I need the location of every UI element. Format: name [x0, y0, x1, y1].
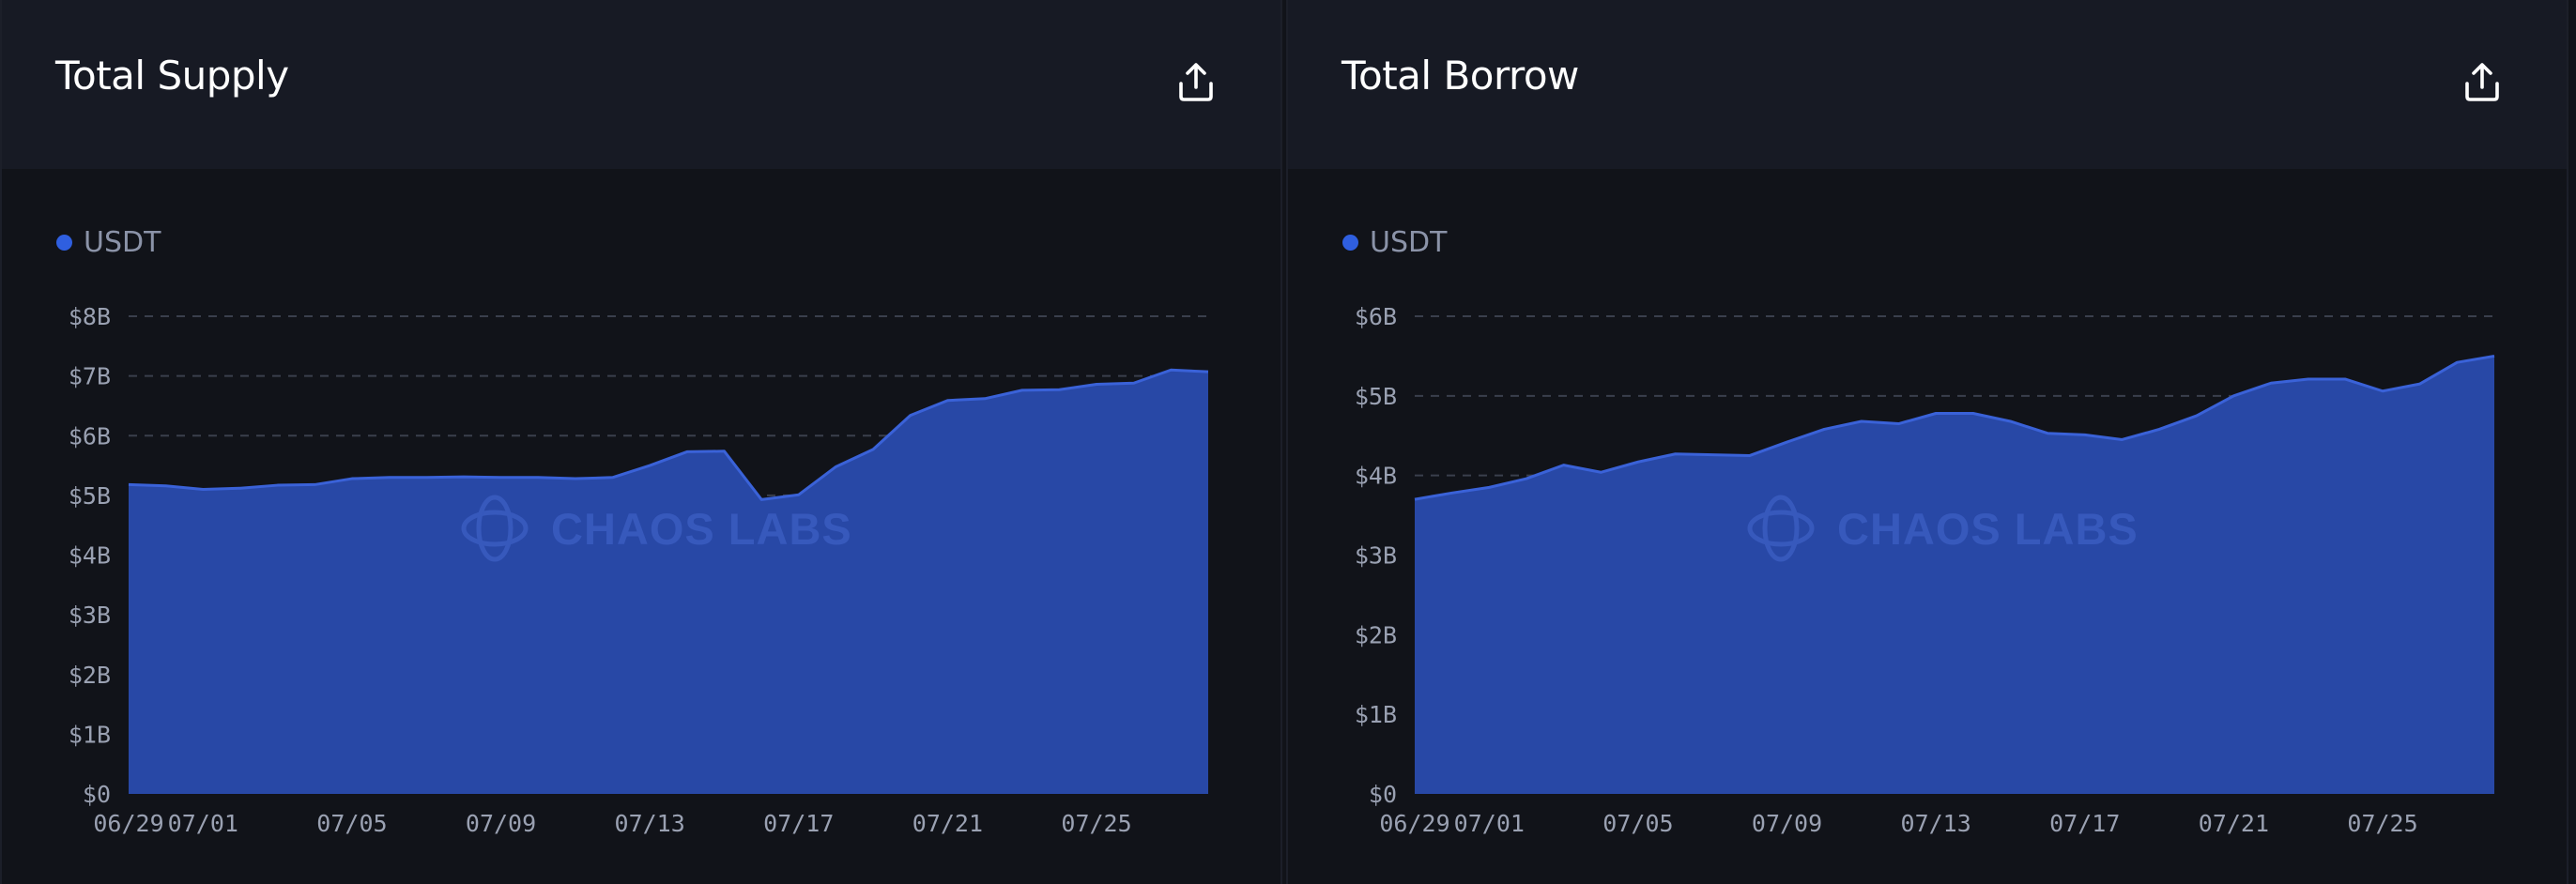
legend-dot — [56, 234, 72, 251]
x-tick-label: 07/17 — [763, 810, 834, 837]
panel-header: Total Borrow — [1288, 0, 2567, 169]
series-line — [1414, 354, 2495, 501]
panel-title: Total Supply — [55, 53, 289, 99]
x-tick-label: 07/09 — [1752, 810, 1822, 837]
area-fill — [129, 370, 1208, 794]
legend-dot — [1342, 234, 1358, 251]
y-tick-label: $0 — [83, 781, 111, 808]
x-tick-label: 06/29 — [1379, 810, 1449, 837]
x-tick-label: 07/25 — [1061, 810, 1131, 837]
total-borrow-panel: Total Borrow USDT $0 $1B $2B $3B $4B $5B $6B CH… — [1286, 0, 2568, 884]
x-tick-label: 07/09 — [466, 810, 536, 837]
watermark-text: CHAOS LABS — [551, 504, 852, 554]
y-tick-label: $1B — [69, 721, 111, 748]
y-tick-label: $8B — [69, 303, 111, 330]
panel-title: Total Borrow — [1342, 53, 1579, 99]
export-button[interactable] — [2459, 58, 2506, 105]
x-tick-label: 06/29 — [93, 810, 163, 837]
y-tick-label: $3B — [69, 602, 111, 629]
legend-label: USDT — [84, 225, 161, 259]
x-tick-label: 07/21 — [2199, 810, 2269, 837]
total-supply-panel: Total Supply USDT $0 $1B $2B $3B $4B $5B $6B $7… — [0, 0, 1282, 884]
series-line — [128, 368, 1209, 501]
y-tick-label: $3B — [1355, 542, 1397, 570]
y-tick-label: $6B — [1355, 303, 1397, 330]
total-borrow-chart: $0 $1B $2B $3B $4B $5B $6B CHAOS LABS 06/29 07/01… — [1355, 303, 2495, 837]
y-tick-label: $7B — [69, 363, 111, 390]
y-tick-label: $5B — [1355, 383, 1397, 410]
legend-label: USDT — [1370, 225, 1448, 259]
y-tick-label: $4B — [1355, 463, 1397, 490]
total-supply-chart: $0 $1B $2B $3B $4B $5B $6B $7B $8B CHAOS LABS 06/2… — [69, 303, 1209, 837]
x-tick-label: 07/01 — [1454, 810, 1525, 837]
chart-legend: USDT — [56, 223, 161, 261]
y-tick-label: $2B — [69, 662, 111, 689]
area-fill — [1415, 356, 2494, 794]
x-tick-label: 07/17 — [2049, 810, 2120, 837]
x-tick-label: 07/01 — [168, 810, 238, 837]
y-tick-label: $0 — [1369, 781, 1397, 808]
x-tick-label: 07/25 — [2347, 810, 2417, 837]
y-tick-label: $2B — [1355, 621, 1397, 648]
y-tick-label: $1B — [1355, 701, 1397, 728]
export-button[interactable] — [1173, 58, 1219, 105]
x-tick-label: 07/13 — [615, 810, 685, 837]
export-icon — [2465, 63, 2499, 101]
x-tick-label: 07/05 — [1602, 810, 1673, 837]
watermark: CHAOS LABS — [1747, 495, 2139, 562]
y-tick-label: $5B — [69, 482, 111, 510]
x-tick-label: 07/13 — [1901, 810, 1971, 837]
export-icon — [1179, 63, 1213, 101]
x-tick-label: 07/21 — [912, 810, 983, 837]
chart-legend: USDT — [1342, 223, 1447, 261]
y-tick-label: $4B — [69, 542, 111, 570]
watermark-text: CHAOS LABS — [1837, 504, 2139, 554]
watermark: CHAOS LABS — [461, 495, 852, 562]
x-tick-label: 07/05 — [316, 810, 387, 837]
panel-header: Total Supply — [2, 0, 1280, 169]
y-tick-label: $6B — [69, 422, 111, 450]
